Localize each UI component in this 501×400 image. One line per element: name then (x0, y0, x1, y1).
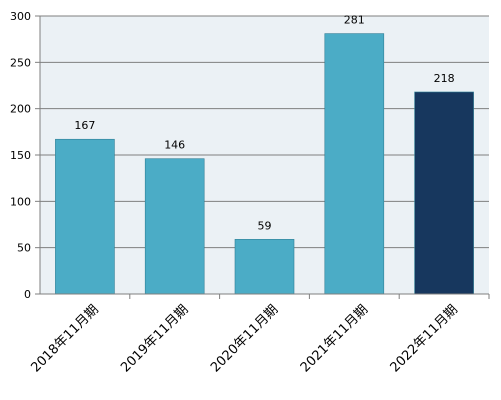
bar-5 (414, 91, 474, 295)
x-category-label-2: 2019年11月期 (118, 302, 191, 375)
data-label-4: 281 (344, 14, 365, 27)
x-category-label-4: 2021年11月期 (298, 302, 371, 375)
x-axis-categories: 2018年11月期 2019年11月期 2020年11月期 2021年11月期 2022… (28, 302, 460, 375)
gridlines (40, 15, 489, 249)
bar-1 (55, 138, 115, 295)
bars (55, 33, 474, 295)
y-axis-ticks: 0 50 100 150 200 250 300 (10, 10, 31, 301)
x-category-label-5: 2022年11月期 (388, 302, 461, 375)
y-tick-label: 50 (17, 242, 31, 255)
x-category-label-1: 2018年11月期 (28, 302, 101, 375)
bar-2 (144, 158, 205, 295)
data-label-5: 218 (434, 72, 455, 85)
y-tick-label: 200 (10, 103, 31, 116)
x-category-label-3: 2020年11月期 (208, 302, 281, 375)
axes (35, 15, 490, 299)
y-tick-label: 0 (24, 288, 31, 301)
data-labels: 167 146 59 281 218 (74, 14, 454, 233)
bar-3 (234, 239, 295, 295)
y-tick-label: 150 (10, 149, 31, 162)
bar-4 (324, 33, 385, 295)
data-label-2: 146 (164, 139, 185, 152)
y-tick-label: 250 (10, 56, 31, 69)
data-label-3: 59 (258, 219, 272, 232)
y-tick-label: 100 (10, 195, 31, 208)
y-tick-label: 300 (10, 10, 31, 23)
data-label-1: 167 (74, 119, 95, 132)
